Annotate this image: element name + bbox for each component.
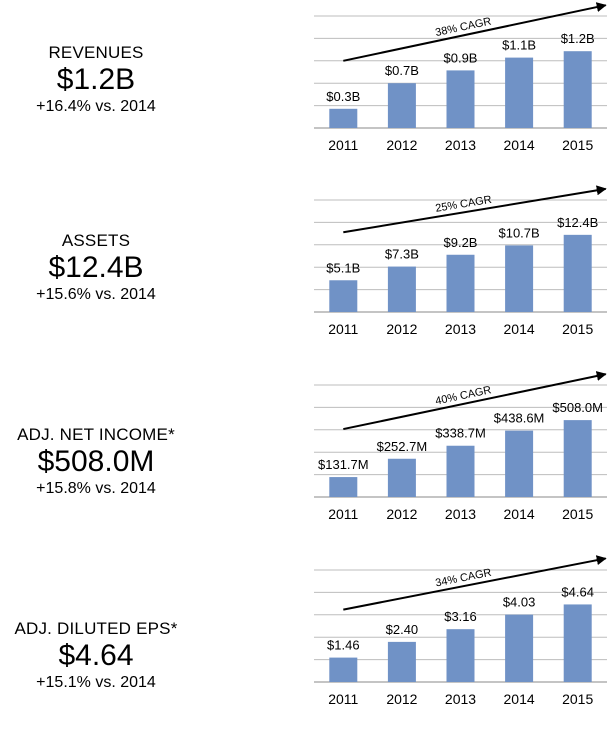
cagr-arrow: [343, 371, 607, 431]
x-tick-label: 2011: [328, 506, 358, 522]
bar-data-label: $0.7B: [385, 63, 419, 78]
bar-data-label: $2.40: [386, 622, 419, 637]
x-tick-label: 2015: [562, 321, 593, 337]
kpi-label: ADJ. NET INCOME*: [17, 425, 175, 444]
kpi-value: $1.2B: [56, 63, 136, 96]
x-tick-label: 2014: [504, 137, 535, 153]
bar: [387, 266, 416, 312]
x-tick-label: 2011: [328, 321, 358, 337]
bar-data-label: $1.46: [327, 638, 360, 653]
kpi-value: $4.64: [58, 639, 134, 672]
kpi-block: ADJ. NET INCOME* $508.0M +15.8% vs. 2014: [0, 425, 192, 499]
kpi-block: ASSETS $12.4B +15.6% vs. 2014: [0, 231, 192, 305]
bar-data-label: $12.4B: [557, 215, 598, 230]
bar: [446, 629, 475, 682]
x-tick-label: 2013: [445, 691, 476, 707]
x-tick-label: 2011: [328, 691, 358, 707]
bar: [563, 234, 592, 312]
x-tick-label: 2012: [386, 137, 417, 153]
bar-data-label: $508.0M: [552, 400, 603, 415]
bar: [329, 657, 358, 682]
kpi-label: ADJ. DILUTED EPS*: [14, 619, 178, 638]
x-tick-label: 2013: [445, 506, 476, 522]
assets-panel: ASSETS $12.4B +15.6% vs. 2014 $5.1B 2011 $…: [0, 184, 607, 368]
kpi-value: $508.0M: [37, 445, 155, 478]
kpi-delta: +15.1% vs. 2014: [36, 674, 156, 691]
x-tick-label: 2012: [386, 506, 417, 522]
kpi-delta: +16.4% vs. 2014: [36, 98, 156, 115]
x-tick-label: 2015: [562, 691, 593, 707]
adj-net-income-bar-chart: $131.7M 2011 $252.7M 2012 $338.7M 2013 $438.6M…: [314, 371, 607, 522]
bar-data-label: $338.7M: [435, 426, 486, 441]
x-tick-label: 2014: [504, 691, 535, 707]
adj-net-income-panel: ADJ. NET INCOME* $508.0M +15.8% vs. 2014…: [0, 369, 607, 553]
bar: [387, 641, 416, 682]
adj-diluted-eps-bar-chart: $1.46 2011 $2.40 2012 $3.16 2013 $4.03 2014 $4.6…: [314, 555, 607, 707]
cagr-arrow: [343, 555, 607, 611]
kpi-block: REVENUES $1.2B +16.4% vs. 2014: [0, 43, 192, 117]
bar: [329, 477, 358, 497]
bar: [505, 614, 534, 682]
x-tick-label: 2011: [328, 137, 358, 153]
cagr-arrow: [343, 185, 607, 234]
bar: [446, 445, 475, 497]
bar: [387, 458, 416, 497]
bar: [563, 420, 592, 497]
bar: [446, 254, 475, 312]
bar-data-label: $4.03: [503, 595, 536, 610]
bar-data-label: $1.2B: [561, 31, 595, 46]
kpi-label: REVENUES: [48, 43, 144, 62]
bar: [446, 70, 475, 128]
bar-data-label: $5.1B: [326, 260, 360, 275]
revenues-panel: REVENUES $1.2B +16.4% vs. 2014 $0.3B 2011…: [0, 0, 607, 184]
kpi-value: $12.4B: [48, 251, 144, 284]
x-tick-label: 2013: [445, 137, 476, 153]
bar-data-label: $252.7M: [377, 439, 428, 454]
bar-data-label: $3.16: [444, 609, 477, 624]
x-tick-label: 2014: [504, 506, 535, 522]
revenues-bar-chart: $0.3B 2011 $0.7B 2012 $0.9B 2013 $1.1B 2014 $1.2…: [314, 2, 607, 153]
bar-data-label: $9.2B: [444, 235, 478, 250]
bar-data-label: $4.64: [561, 584, 594, 599]
x-tick-label: 2012: [386, 321, 417, 337]
x-tick-label: 2015: [562, 506, 593, 522]
x-tick-label: 2012: [386, 691, 417, 707]
kpi-label: ASSETS: [61, 231, 131, 250]
bar-data-label: $1.1B: [502, 38, 536, 53]
bar-data-label: $7.3B: [385, 247, 419, 262]
bar-data-label: $0.9B: [444, 50, 478, 65]
bar-data-label: $10.7B: [498, 225, 539, 240]
bar: [329, 108, 358, 128]
adj-diluted-eps-panel: ADJ. DILUTED EPS* $4.64 +15.1% vs. 2014 …: [0, 554, 607, 738]
x-tick-label: 2013: [445, 321, 476, 337]
x-tick-label: 2015: [562, 137, 593, 153]
cagr-arrow: [343, 2, 607, 62]
bar: [387, 83, 416, 128]
bar: [505, 57, 534, 128]
bar: [505, 430, 534, 497]
bar: [329, 280, 358, 312]
bar: [563, 604, 592, 682]
kpi-delta: +15.6% vs. 2014: [36, 286, 156, 303]
bar: [563, 51, 592, 129]
kpi-block: ADJ. DILUTED EPS* $4.64 +15.1% vs. 2014: [0, 619, 192, 693]
bar-data-label: $131.7M: [318, 457, 369, 472]
bar-data-label: $438.6M: [494, 411, 545, 426]
bar: [505, 245, 534, 312]
x-tick-label: 2014: [504, 321, 535, 337]
assets-bar-chart: $5.1B 2011 $7.3B 2012 $9.2B 2013 $10.7B 2014 $12…: [314, 185, 607, 337]
bar-data-label: $0.3B: [326, 89, 360, 104]
kpi-delta: +15.8% vs. 2014: [36, 480, 156, 497]
